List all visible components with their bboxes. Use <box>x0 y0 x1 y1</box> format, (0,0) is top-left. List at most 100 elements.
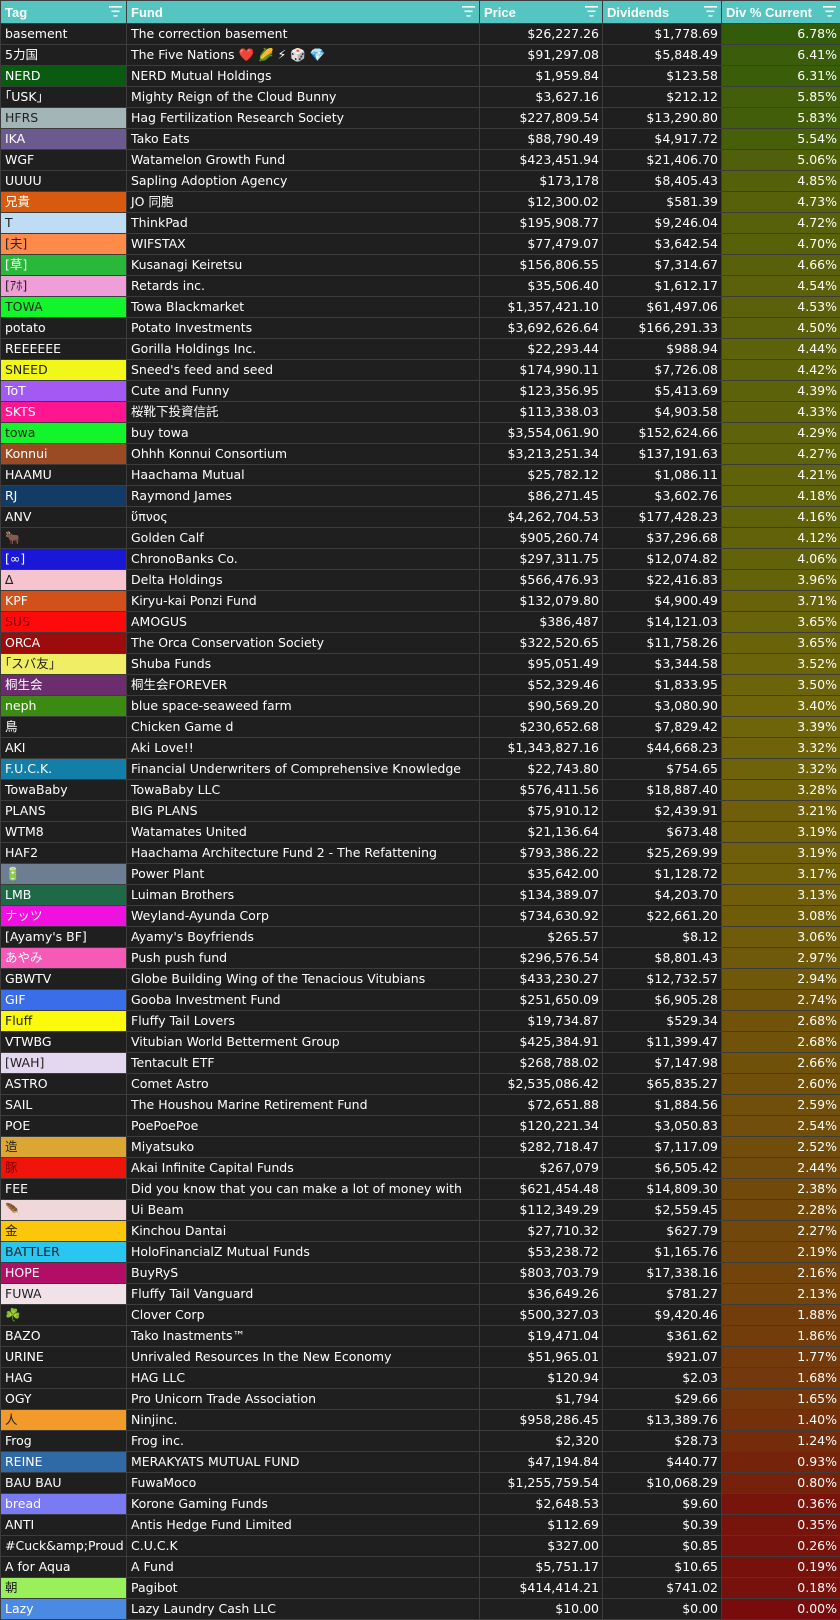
dividends-cell[interactable]: $1,086.11 <box>603 465 722 486</box>
tag-cell[interactable]: ORCA <box>1 633 127 654</box>
div-pct-cell[interactable]: 2.74% <box>722 990 840 1011</box>
dividends-cell[interactable]: $4,900.49 <box>603 591 722 612</box>
div-pct-cell[interactable]: 5.54% <box>722 129 840 150</box>
dividends-cell[interactable]: $28.73 <box>603 1431 722 1452</box>
column-header-div-pct[interactable]: Div % Current <box>722 1 840 24</box>
dividends-cell[interactable]: $1,778.69 <box>603 24 722 45</box>
tag-cell[interactable]: 🔋 <box>1 864 127 885</box>
div-pct-cell[interactable]: 1.86% <box>722 1326 840 1347</box>
tag-cell[interactable]: Lazy <box>1 1599 127 1620</box>
tag-cell[interactable]: TOWA <box>1 297 127 318</box>
div-pct-cell[interactable]: 5.83% <box>722 108 840 129</box>
div-pct-cell[interactable]: 3.96% <box>722 570 840 591</box>
price-cell[interactable]: $566,476.93 <box>480 570 603 591</box>
tag-cell[interactable]: HFRS <box>1 108 127 129</box>
dividends-cell[interactable]: $14,809.30 <box>603 1179 722 1200</box>
price-cell[interactable]: $251,650.09 <box>480 990 603 1011</box>
dividends-cell[interactable]: $44,668.23 <box>603 738 722 759</box>
fund-name-cell[interactable]: The Five Nations ❤️ 🌽 ⚡ 🎲 💎 <box>127 45 480 66</box>
div-pct-cell[interactable]: 2.27% <box>722 1221 840 1242</box>
div-pct-cell[interactable]: 0.35% <box>722 1515 840 1536</box>
div-pct-cell[interactable]: 0.26% <box>722 1536 840 1557</box>
fund-name-cell[interactable]: Fluffy Tail Lovers <box>127 1011 480 1032</box>
price-cell[interactable]: $1,255,759.54 <box>480 1473 603 1494</box>
fund-name-cell[interactable]: Pagibot <box>127 1578 480 1599</box>
fund-name-cell[interactable]: The correction basement <box>127 24 480 45</box>
fund-name-cell[interactable]: Did you know that you can make a lot of … <box>127 1179 480 1200</box>
price-cell[interactable]: $2,320 <box>480 1431 603 1452</box>
tag-cell[interactable]: [∞] <box>1 549 127 570</box>
fund-name-cell[interactable]: HoloFinancialZ Mutual Funds <box>127 1242 480 1263</box>
price-cell[interactable]: $500,327.03 <box>480 1305 603 1326</box>
tag-cell[interactable]: ANV <box>1 507 127 528</box>
div-pct-cell[interactable]: 4.85% <box>722 171 840 192</box>
div-pct-cell[interactable]: 1.24% <box>722 1431 840 1452</box>
fund-name-cell[interactable]: AMOGUS <box>127 612 480 633</box>
price-cell[interactable]: $3,692,626.64 <box>480 318 603 339</box>
fund-name-cell[interactable]: WIFSTAX <box>127 234 480 255</box>
tag-cell[interactable]: #Cuck&amp;Proud <box>1 1536 127 1557</box>
dividends-cell[interactable]: $29.66 <box>603 1389 722 1410</box>
dividends-cell[interactable]: $9.60 <box>603 1494 722 1515</box>
tag-cell[interactable]: 豚 <box>1 1158 127 1179</box>
dividends-cell[interactable]: $166,291.33 <box>603 318 722 339</box>
dividends-cell[interactable]: $212.12 <box>603 87 722 108</box>
dividends-cell[interactable]: $21,406.70 <box>603 150 722 171</box>
fund-name-cell[interactable]: Luiman Brothers <box>127 885 480 906</box>
tag-cell[interactable]: A for Aqua <box>1 1557 127 1578</box>
div-pct-cell[interactable]: 4.42% <box>722 360 840 381</box>
tag-cell[interactable]: 人 <box>1 1410 127 1431</box>
fund-name-cell[interactable]: The Orca Conservation Society <box>127 633 480 654</box>
div-pct-cell[interactable]: 3.32% <box>722 759 840 780</box>
div-pct-cell[interactable]: 4.29% <box>722 423 840 444</box>
div-pct-cell[interactable]: 2.13% <box>722 1284 840 1305</box>
div-pct-cell[interactable]: 4.39% <box>722 381 840 402</box>
fund-name-cell[interactable]: Korone Gaming Funds <box>127 1494 480 1515</box>
tag-cell[interactable]: URINE <box>1 1347 127 1368</box>
price-cell[interactable]: $90,569.20 <box>480 696 603 717</box>
tag-cell[interactable]: SKTS <box>1 402 127 423</box>
price-cell[interactable]: $77,479.07 <box>480 234 603 255</box>
tag-cell[interactable]: [ｱﾎ] <box>1 276 127 297</box>
dividends-cell[interactable]: $8,801.43 <box>603 948 722 969</box>
tag-cell[interactable]: REEEEEE <box>1 339 127 360</box>
price-cell[interactable]: $3,554,061.90 <box>480 423 603 444</box>
dividends-cell[interactable]: $1,165.76 <box>603 1242 722 1263</box>
fund-name-cell[interactable]: Chicken Game d <box>127 717 480 738</box>
column-header-tag[interactable]: Tag <box>1 1 127 24</box>
price-cell[interactable]: $19,734.87 <box>480 1011 603 1032</box>
fund-name-cell[interactable]: Power Plant <box>127 864 480 885</box>
price-cell[interactable]: $86,271.45 <box>480 486 603 507</box>
price-cell[interactable]: $433,230.27 <box>480 969 603 990</box>
div-pct-cell[interactable]: 2.19% <box>722 1242 840 1263</box>
fund-name-cell[interactable]: Watamelon Growth Fund <box>127 150 480 171</box>
div-pct-cell[interactable]: 3.08% <box>722 906 840 927</box>
price-cell[interactable]: $112,349.29 <box>480 1200 603 1221</box>
price-cell[interactable]: $230,652.68 <box>480 717 603 738</box>
price-cell[interactable]: $52,329.46 <box>480 675 603 696</box>
fund-name-cell[interactable]: Clover Corp <box>127 1305 480 1326</box>
fund-name-cell[interactable]: Cute and Funny <box>127 381 480 402</box>
tag-cell[interactable]: towa <box>1 423 127 444</box>
div-pct-cell[interactable]: 2.66% <box>722 1053 840 1074</box>
dividends-cell[interactable]: $7,314.67 <box>603 255 722 276</box>
dividends-cell[interactable]: $65,835.27 <box>603 1074 722 1095</box>
div-pct-cell[interactable]: 3.13% <box>722 885 840 906</box>
price-cell[interactable]: $173,178 <box>480 171 603 192</box>
tag-cell[interactable]: bread <box>1 1494 127 1515</box>
fund-name-cell[interactable]: Aki Love!! <box>127 738 480 759</box>
fund-name-cell[interactable]: TowaBaby LLC <box>127 780 480 801</box>
div-pct-cell[interactable]: 4.12% <box>722 528 840 549</box>
